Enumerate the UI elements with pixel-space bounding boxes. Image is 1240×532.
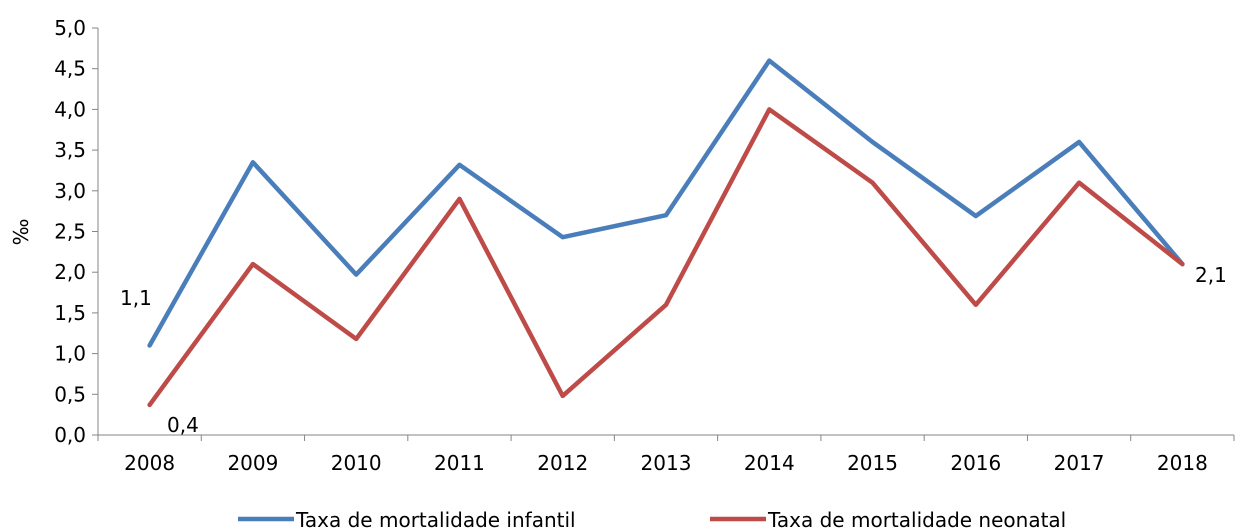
series-line-2 — [147, 107, 1185, 408]
x-tick-label: 2012 — [537, 451, 588, 475]
x-tick-label: 2017 — [1054, 451, 1105, 475]
data-label-neonatal-2008: 0,4 — [167, 413, 199, 437]
y-axis-label: ‰ — [9, 219, 33, 246]
x-tick-label: 2014 — [744, 451, 795, 475]
x-tick-label: 2018 — [1157, 451, 1208, 475]
annotation-layer: 1,1 0,4 2,1 — [120, 263, 1227, 437]
y-ticks: 0,0 0,5 1,0 1,5 2,0 2,5 3,0 3,5 4,0 4,5 5,0 — [54, 16, 98, 447]
series-layer — [147, 58, 1185, 408]
y-tick-label: 2,5 — [54, 220, 86, 244]
y-tick-label: 1,0 — [54, 342, 86, 366]
y-tick-label: 2,0 — [54, 260, 86, 284]
y-tick-label: 0,5 — [54, 382, 86, 406]
x-tick-label: 2010 — [331, 451, 382, 475]
legend: Taxa de mortalidade infantil Taxa de mort… — [238, 508, 1066, 532]
x-tick-label: 2013 — [641, 451, 692, 475]
y-tick-label: 4,5 — [54, 57, 86, 81]
x-tick-label: 2015 — [847, 451, 898, 475]
y-tick-label: 4,0 — [54, 97, 86, 121]
y-tick-label: 3,0 — [54, 179, 86, 203]
x-ticks: 2008 2009 2010 2011 2012 2013 2014 2015 2016 2017… — [97, 435, 1235, 475]
data-label-end-2018: 2,1 — [1195, 263, 1227, 287]
axes — [97, 28, 1234, 436]
x-tick-label: 2008 — [124, 451, 175, 475]
y-tick-label: 0,0 — [54, 423, 86, 447]
x-tick-label: 2011 — [434, 451, 485, 475]
x-tick-label: 2009 — [227, 451, 278, 475]
y-tick-label: 1,5 — [54, 301, 86, 325]
x-tick-label: 2016 — [950, 451, 1001, 475]
legend-label-2: Taxa de mortalidade neonatal — [767, 508, 1066, 532]
legend-label-1: Taxa de mortalidade infantil — [295, 508, 576, 532]
series-line-1 — [147, 58, 1185, 348]
data-label-infantil-2008: 1,1 — [120, 286, 152, 310]
y-tick-label: 5,0 — [54, 16, 86, 40]
y-tick-label: 3,5 — [54, 138, 86, 162]
